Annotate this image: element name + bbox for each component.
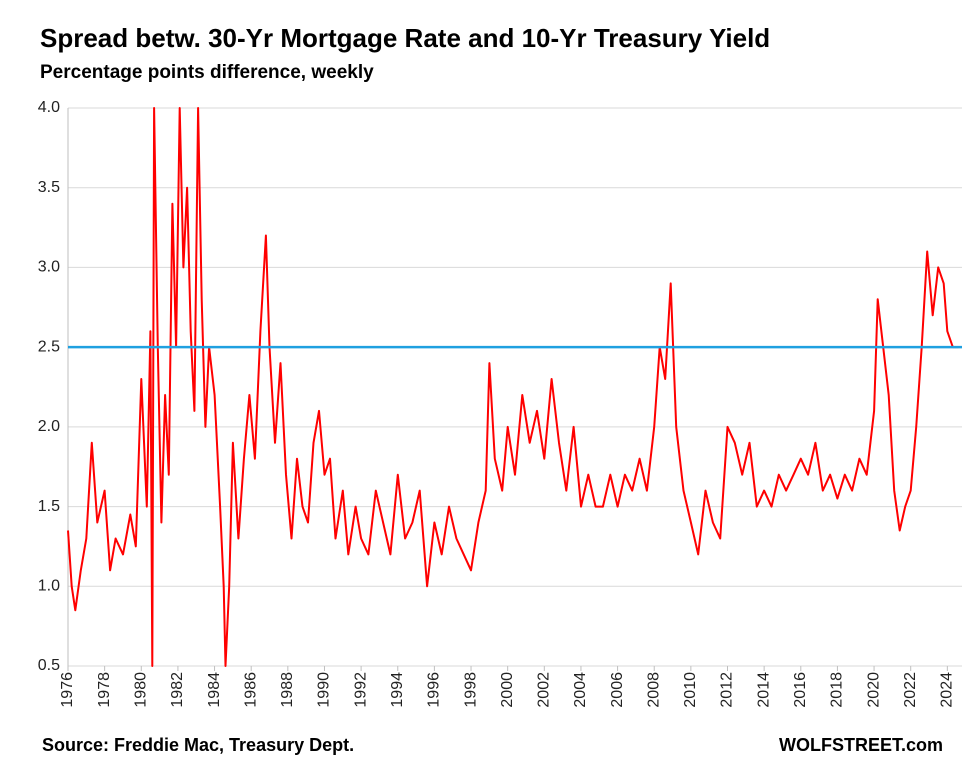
x-tick-label: 2010 [682,672,699,708]
x-tick-label: 1996 [426,672,443,708]
x-tick-label: 2012 [719,672,736,708]
data-line [67,107,959,667]
y-tick-label: 1.0 [38,578,60,595]
y-tick-label: 2.5 [38,338,60,355]
x-tick-label: 2008 [645,672,662,708]
x-tick-label: 2020 [865,672,882,708]
y-tick-label: 3.5 [38,179,60,196]
x-tick-label: 1990 [316,672,333,708]
x-tick-label: 2000 [499,672,516,708]
credit: WOLFSTREET.com [779,735,943,755]
x-tick-label: 1998 [462,672,479,708]
y-tick-label: 0.5 [38,657,60,674]
y-tick-label: 2.0 [38,418,60,435]
x-tick-label: 1994 [389,672,406,708]
x-tick-label: 1982 [169,672,186,708]
x-tick-label: 2018 [829,672,846,708]
x-tick-label: 1978 [96,672,113,708]
x-tick-label: 2014 [755,672,772,708]
x-tick-label: 1986 [242,672,259,708]
x-tick-label: 2006 [609,672,626,708]
y-tick-label: 3.0 [38,259,60,276]
chart-title: Spread betw. 30-Yr Mortgage Rate and 10-… [40,23,770,53]
x-tick-label: 1992 [352,672,369,708]
x-tick-label: 2004 [572,672,589,708]
x-tick-label: 1980 [132,672,149,708]
y-tick-label: 4.0 [38,99,60,116]
x-tick-label: 2016 [792,672,809,708]
x-tick-label: 2002 [536,672,553,708]
x-tick-label: 1984 [206,672,223,708]
y-tick-label: 1.5 [38,498,60,515]
x-tick-label: 2022 [902,672,919,708]
x-tick-label: 1976 [59,672,76,708]
source: Source: Freddie Mac, Treasury Dept. [42,735,354,755]
x-tick-label: 2024 [939,672,956,708]
chart-subtitle: Percentage points difference, weekly [40,62,374,83]
x-tick-label: 1988 [279,672,296,708]
